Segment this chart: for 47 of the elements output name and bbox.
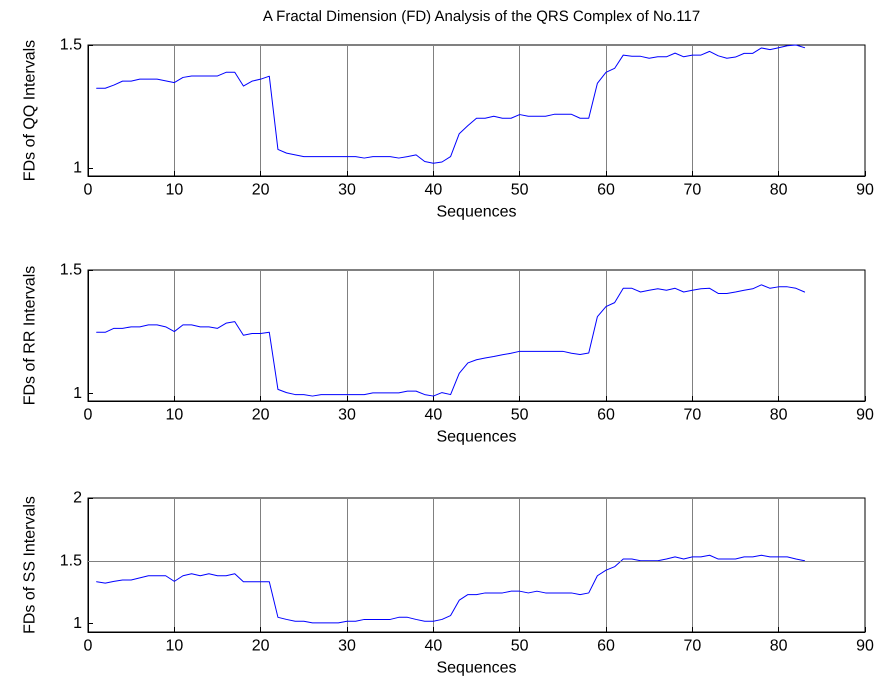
x-tick-label: 50 <box>510 182 529 198</box>
y-axis-title: FDs of QQ Intervals <box>22 40 38 182</box>
x-tick-label: 50 <box>510 406 529 424</box>
x-tick-label: 90 <box>856 406 874 424</box>
x-axis-title: Sequences <box>436 660 517 676</box>
x-tick-label: 80 <box>770 638 788 654</box>
x-tick-label: 0 <box>84 406 93 424</box>
x-tick-label: 40 <box>424 406 442 424</box>
x-tick-label: 60 <box>597 182 615 198</box>
y-tick-label: 1 <box>73 615 82 632</box>
x-tick-label: 70 <box>683 182 702 198</box>
x-tick-label: 20 <box>252 406 270 424</box>
x-tick-label: 80 <box>770 406 788 424</box>
line-series <box>96 44 806 164</box>
y-tick-label: 1 <box>73 385 82 402</box>
y-tick-label: 2 <box>73 490 82 506</box>
y-axis-title: FDs of SS Intervals <box>22 496 38 634</box>
line-series <box>96 284 806 397</box>
y-axis-title: FDs of RR Intervals <box>22 266 38 406</box>
x-tick-label: 30 <box>338 638 356 654</box>
x-tick-label: 20 <box>252 182 270 198</box>
x-tick-label: 70 <box>683 638 702 654</box>
y-tick-label: 1 <box>73 159 82 176</box>
x-tick-label: 20 <box>252 638 270 654</box>
x-tick-label: 30 <box>338 406 356 424</box>
x-tick-label: 40 <box>424 638 442 654</box>
x-tick-label: 10 <box>165 406 184 424</box>
x-axis-title: Sequences <box>436 428 517 446</box>
x-tick-label: 0 <box>84 638 93 654</box>
line-series <box>96 554 806 624</box>
y-tick-label: 1.5 <box>60 262 82 278</box>
x-tick-label: 60 <box>597 406 615 424</box>
y-tick-label: 1.5 <box>60 552 82 570</box>
x-tick-label: 90 <box>856 182 874 198</box>
x-tick-label: 90 <box>856 638 874 654</box>
x-axis-title: Sequences <box>436 204 517 220</box>
y-tick-label: 1.5 <box>60 36 82 54</box>
chart-title: A Fractal Dimension (FD) Analysis of the QRS Complex of No.117 <box>262 8 700 25</box>
x-tick-label: 0 <box>84 182 93 198</box>
x-tick-label: 10 <box>165 638 184 654</box>
x-tick-label: 50 <box>510 638 529 654</box>
x-tick-label: 30 <box>338 182 356 198</box>
x-tick-label: 10 <box>165 182 184 198</box>
x-tick-label: 80 <box>770 182 788 198</box>
x-tick-label: 40 <box>424 182 442 198</box>
x-tick-label: 60 <box>597 638 615 654</box>
x-tick-label: 70 <box>683 406 702 424</box>
